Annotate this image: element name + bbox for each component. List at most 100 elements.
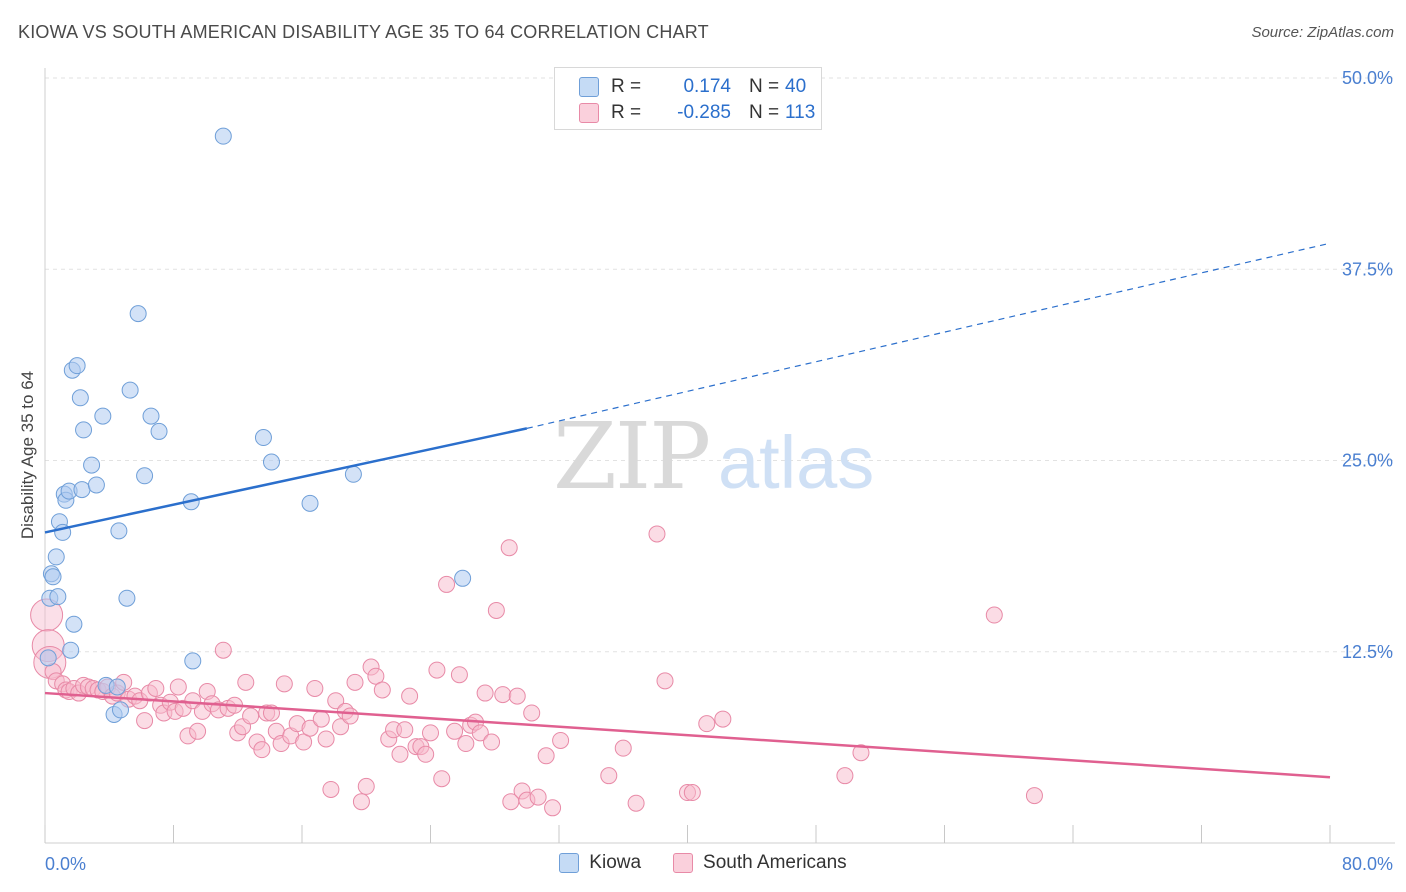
south-americans-point <box>471 724 489 742</box>
kiowa-trend-line <box>44 427 528 534</box>
south-americans-point <box>552 731 570 749</box>
south-americans-point <box>396 721 414 739</box>
kiowa-point <box>344 465 362 483</box>
gridlines <box>45 77 1395 653</box>
south-americans-point <box>483 733 501 751</box>
south-americans-point <box>523 704 541 722</box>
y-tick-label: 37.5% <box>1342 259 1393 279</box>
south-americans-point <box>698 715 716 733</box>
south-americans-point <box>401 687 419 705</box>
south-americans-legend-swatch <box>673 853 694 873</box>
south-americans-point <box>494 686 512 704</box>
south-americans-points <box>30 525 1043 817</box>
kiowa-point <box>111 701 129 719</box>
south-americans-point <box>391 745 409 763</box>
y-axis-label: Disability Age 35 to 64 <box>18 370 37 540</box>
x-tick-label: 80.0% <box>1342 854 1393 874</box>
kiowa-point <box>94 407 112 425</box>
trend-lines <box>44 242 1331 779</box>
south-americans-point <box>544 799 562 817</box>
south-americans-point <box>341 707 359 725</box>
south-americans-point <box>322 780 340 798</box>
kiowa-point <box>262 453 280 471</box>
kiowa-point <box>150 422 168 440</box>
n-label: N = <box>749 76 780 97</box>
south-americans-point <box>327 692 345 710</box>
kiowa-point <box>83 456 101 474</box>
kiowa-point <box>62 641 80 659</box>
south-americans-point <box>648 525 666 543</box>
kiowa-trend-line-extension <box>526 242 1331 429</box>
south-americans-point <box>352 793 370 811</box>
r-label: R = <box>611 76 642 97</box>
south-americans-point <box>189 722 207 740</box>
kiowa-point <box>184 652 202 670</box>
y-tick-label: 12.5% <box>1342 642 1393 662</box>
kiowa-point <box>87 476 105 494</box>
kiowa-point <box>49 588 67 606</box>
kiowa-point <box>121 381 139 399</box>
south-americans-point <box>417 745 435 763</box>
south-americans-point <box>450 666 468 684</box>
stats-row-kiowa: R = 0.174 N = 40 <box>579 74 806 100</box>
south-americans-point <box>169 678 187 696</box>
south-americans-point <box>346 673 364 691</box>
chart-title: KIOWA VS SOUTH AMERICAN DISABILITY AGE 3… <box>18 22 709 42</box>
south-americans-point <box>214 641 232 659</box>
r-value: -0.285 <box>677 102 731 123</box>
south-americans-point <box>357 777 375 795</box>
kiowa-point <box>44 568 62 586</box>
kiowa-point <box>454 569 472 587</box>
kiowa-legend-swatch <box>559 853 580 873</box>
kiowa-point <box>254 429 272 447</box>
south-americans-point <box>438 575 456 593</box>
kiowa-point <box>129 305 147 323</box>
south-americans-point <box>422 724 439 742</box>
tick-labels: 12.5% 25.0% 37.5% 50.0% 0.0% 80.0% <box>45 68 1393 874</box>
south-americans-point <box>433 770 451 788</box>
south-americans-point <box>317 730 335 748</box>
kiowa-point <box>65 615 83 633</box>
south-americans-point <box>373 681 391 699</box>
n-value: 113 <box>785 102 816 123</box>
n-label: N = <box>749 102 780 123</box>
south-americans-point <box>476 684 494 702</box>
y-tick-label: 50.0% <box>1342 68 1393 88</box>
watermark-atlas: atlas <box>718 421 874 504</box>
south-americans-point <box>508 687 526 705</box>
kiowa-point <box>118 589 136 607</box>
n-value: 40 <box>785 76 807 97</box>
kiowa-point <box>110 522 128 540</box>
south-americans-point <box>253 741 271 759</box>
south-americans-point <box>537 747 555 765</box>
south-americans-point <box>656 672 674 690</box>
legend-label-kiowa: Kiowa <box>589 852 642 873</box>
south-americans-point <box>332 718 350 736</box>
legend-label-south-americans: South Americans <box>703 852 847 873</box>
source-label: Source: ZipAtlas.com <box>1251 24 1394 41</box>
kiowa-point <box>73 481 91 499</box>
south-americans-point <box>500 539 518 557</box>
south-americans-point <box>295 733 313 751</box>
stats-legend-box: R = 0.174 N = 40 R = -0.285 N = 113 <box>554 67 822 130</box>
south-americans-point <box>136 712 154 730</box>
r-value: 0.174 <box>683 76 731 97</box>
south-americans-point <box>985 606 1003 624</box>
south-americans-point <box>627 794 645 812</box>
kiowa-point <box>142 407 160 425</box>
south-americans-point <box>312 710 330 728</box>
south-americans-point <box>275 675 293 693</box>
watermark-zip: ZIP <box>553 403 709 510</box>
kiowa-point <box>301 494 319 512</box>
legend-item-kiowa: Kiowa <box>559 852 641 874</box>
south-americans-point <box>714 710 732 728</box>
bottom-legend: Kiowa South Americans <box>0 852 1406 874</box>
south-americans-point <box>301 719 319 737</box>
south-americans-point <box>600 767 618 785</box>
south-americans-point <box>147 679 165 697</box>
south-americans-point <box>184 692 202 710</box>
kiowa-point <box>136 467 154 485</box>
kiowa-point <box>75 421 93 439</box>
kiowa-swatch <box>579 77 599 97</box>
